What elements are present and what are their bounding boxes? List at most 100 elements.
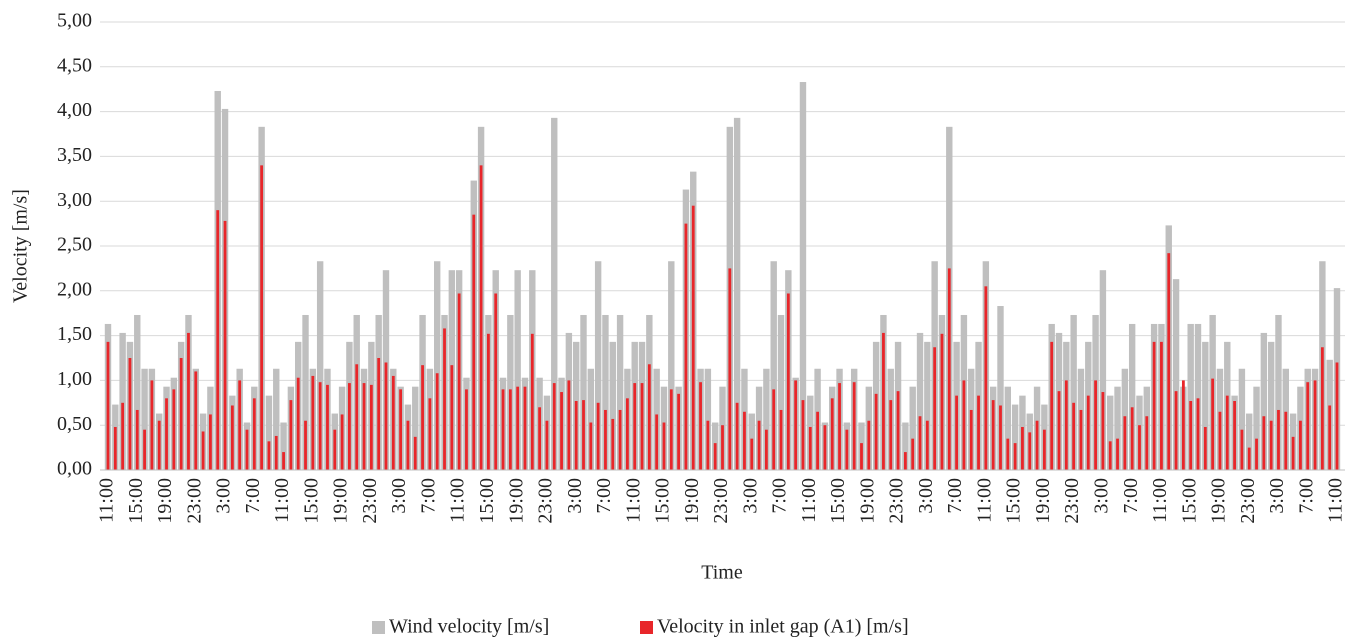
- bar: [691, 205, 695, 470]
- bar: [816, 411, 820, 470]
- bar: [472, 214, 476, 470]
- bar: [267, 441, 271, 470]
- bar: [508, 389, 512, 470]
- bar: [1267, 341, 1275, 470]
- bar: [355, 364, 359, 470]
- bar: [538, 407, 542, 470]
- bar: [1064, 380, 1068, 470]
- x-tick-label: 3:00: [388, 478, 410, 514]
- bar: [969, 409, 973, 470]
- y-tick-label: 0,00: [57, 458, 92, 480]
- bar: [1253, 386, 1260, 470]
- y-tick-label: 2,00: [57, 278, 92, 300]
- bar: [1028, 432, 1032, 470]
- bar: [1138, 425, 1141, 470]
- bar: [860, 443, 863, 470]
- bar: [412, 386, 419, 470]
- bar: [265, 395, 273, 470]
- x-tick-label: 11:00: [96, 478, 118, 523]
- x-tick-label: 7:00: [417, 478, 439, 514]
- bar: [501, 389, 505, 470]
- bar: [545, 420, 549, 470]
- legend-label: Velocity in inlet gap (A1) [m/s]: [657, 616, 909, 638]
- bar: [991, 400, 995, 470]
- bar: [786, 293, 790, 470]
- bar: [618, 409, 622, 470]
- bar: [1006, 438, 1010, 470]
- bar: [830, 398, 834, 470]
- x-tick-label: 7:00: [1295, 478, 1317, 514]
- bar: [296, 377, 300, 470]
- x-tick-label: 11:00: [622, 478, 644, 523]
- bar: [1262, 416, 1266, 470]
- x-tick-label: 19:00: [1208, 478, 1230, 524]
- x-tick-label: 19:00: [505, 478, 527, 524]
- bar: [391, 375, 395, 470]
- bar: [947, 268, 951, 470]
- bar: [1247, 447, 1251, 470]
- bar: [1275, 314, 1282, 470]
- bar: [823, 425, 827, 470]
- bar: [274, 435, 278, 470]
- x-tick-label: 11:00: [1149, 478, 1171, 523]
- y-tick-label: 1,00: [57, 368, 92, 390]
- bar: [713, 443, 717, 470]
- bar: [252, 398, 256, 470]
- bar: [955, 395, 958, 470]
- bar: [911, 438, 915, 470]
- bar: [1211, 378, 1215, 470]
- bar: [799, 82, 807, 471]
- bar: [1160, 341, 1163, 470]
- x-tick-label: 19:00: [154, 478, 176, 524]
- y-tick-label: 3,50: [57, 144, 92, 166]
- bar: [443, 328, 446, 470]
- x-tick-label: 3:00: [1090, 478, 1112, 514]
- bar: [684, 223, 688, 470]
- bar: [721, 425, 724, 470]
- x-tick-label: 19:00: [856, 478, 878, 524]
- x-tick-label: 15:00: [476, 478, 498, 524]
- y-tick-label: 2,50: [57, 234, 92, 256]
- x-tick-label: 11:00: [798, 478, 820, 523]
- bar: [141, 368, 148, 470]
- bar: [1196, 398, 1200, 470]
- bar: [1277, 409, 1280, 470]
- bar: [552, 383, 556, 470]
- bar: [551, 117, 558, 470]
- bar: [406, 420, 410, 470]
- bar: [779, 409, 783, 470]
- bar: [369, 384, 373, 470]
- bar: [304, 420, 307, 470]
- bar: [1306, 382, 1310, 470]
- bar: [596, 402, 600, 470]
- bar: [260, 165, 264, 471]
- bar: [362, 383, 366, 470]
- bar: [457, 293, 461, 470]
- y-tick-label: 3,00: [57, 189, 92, 211]
- x-tick-label: 19:00: [1032, 478, 1054, 524]
- bar: [1114, 386, 1121, 470]
- bar: [763, 368, 770, 470]
- x-tick-label: 15:00: [652, 478, 674, 524]
- x-tick-label: 3:00: [213, 478, 235, 514]
- bar: [582, 400, 585, 470]
- bar: [487, 333, 490, 470]
- bar: [1181, 380, 1185, 470]
- x-tick-label: 19:00: [681, 478, 703, 524]
- bar: [318, 382, 322, 470]
- bar: [984, 286, 988, 470]
- bar: [433, 261, 441, 470]
- bar: [655, 414, 659, 470]
- bar: [918, 416, 922, 470]
- bar: [808, 426, 812, 470]
- bar: [1172, 279, 1180, 470]
- bar: [1130, 407, 1134, 470]
- bar: [165, 398, 168, 470]
- bar: [777, 314, 785, 470]
- x-tick-label: 15:00: [1003, 478, 1025, 524]
- x-tick-label: 7:00: [1120, 478, 1142, 514]
- bar: [662, 422, 666, 470]
- bar: [867, 420, 871, 470]
- bar: [216, 210, 220, 470]
- bar: [1123, 416, 1127, 470]
